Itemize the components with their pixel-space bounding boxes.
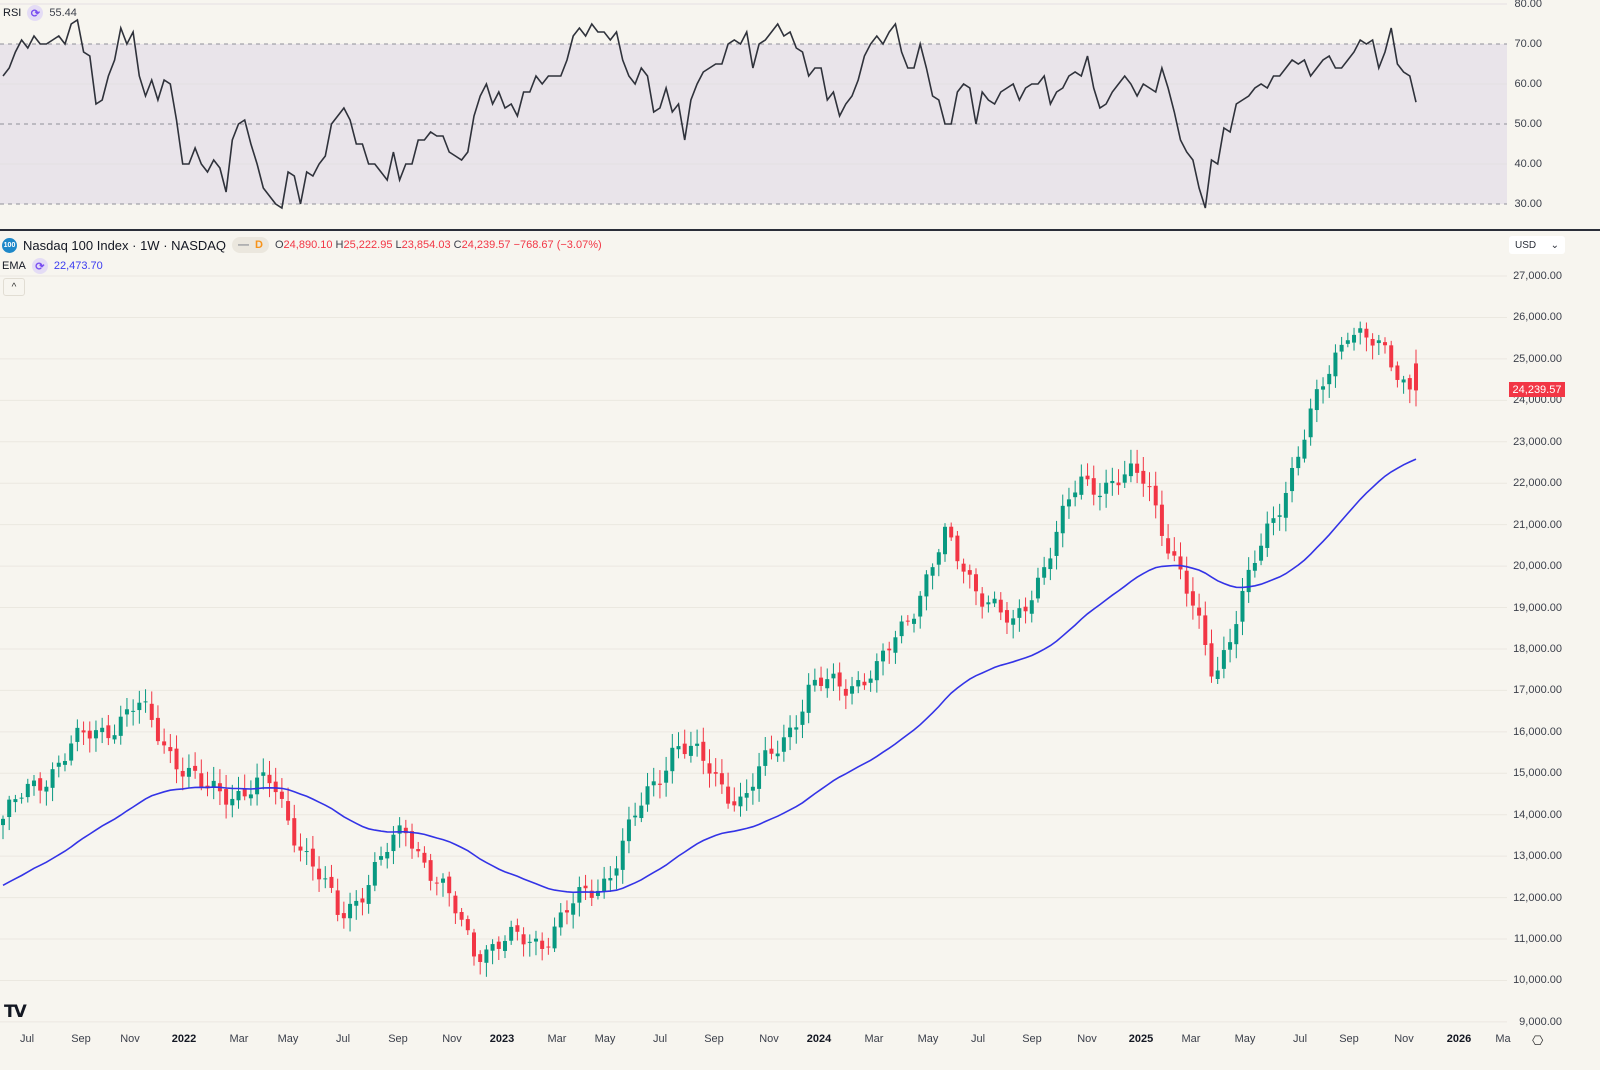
rsi-axis-label: 40.00 [1514,158,1542,170]
time-axis-label: Nov [1394,1033,1414,1045]
time-axis-label: 2024 [806,1033,832,1045]
time-axis-label: Mar [229,1033,249,1045]
time-axis-label: May [917,1033,939,1045]
ema-value: 22,473.70 [53,260,103,272]
low-value: 23,854.03 [401,239,451,251]
price-axis-label: 25,000.00 [1513,352,1562,365]
rsi-pane[interactable]: RSI ⟳ 55.44 80.00 70.00 60.00 50.00 40.00 30.… [0,0,1600,229]
price-axis-label: 20,000.00 [1513,560,1562,573]
tradingview-logo[interactable]: TV [4,1002,27,1022]
price-axis-label: 19,000.00 [1513,601,1562,614]
time-axis-label: May [277,1033,299,1045]
symbol-legend: 100 Nasdaq 100 Index · 1W · NASDAQ — D O… [2,237,602,253]
price-axis-label: 17,000.00 [1513,684,1562,697]
collapse-legend-button[interactable]: ^ [3,278,25,296]
refresh-icon[interactable]: ⟳ [27,5,44,21]
price-axis-label: 22,000.00 [1513,477,1562,490]
chevron-up-icon: ^ [11,281,17,293]
currency-select[interactable]: USD ⌄ [1509,236,1565,254]
time-axis-label: Jul [335,1033,351,1045]
rsi-axis-label: 80.00 [1514,0,1542,10]
ema-legend: EMA ⟳ 22,473.70 [2,258,103,274]
time-axis-label: Mar [1181,1033,1201,1045]
price-axis-label: 21,000.00 [1513,518,1562,531]
chevron-down-icon: ⌄ [1550,239,1559,251]
change-value: −768.67 (−3.07%) [513,239,602,251]
rsi-axis-label: 50.00 [1514,118,1542,130]
high-value: 25,222.95 [343,239,393,251]
rsi-value: 55.44 [49,7,77,19]
time-axis-label: 2022 [171,1033,197,1045]
price-axis-label: 23,000.00 [1513,435,1562,448]
time-axis-label: Jul [970,1033,986,1045]
rsi-legend: RSI ⟳ 55.44 [3,5,77,21]
time-axis-label: Jul [19,1033,35,1045]
time-axis-label: Mar [547,1033,567,1045]
settings-icon[interactable]: ⎔ [1532,1033,1544,1048]
price-axis-label: 10,000.00 [1513,974,1562,987]
time-axis-label: Sep [1339,1033,1359,1045]
open-value: 24,890.10 [283,239,333,251]
time-axis-label: Sep [71,1033,91,1045]
time-axis-label: May [1234,1033,1256,1045]
price-axis-label: 9,000.00 [1519,1015,1562,1028]
time-axis-label: 2026 [1446,1033,1472,1045]
time-axis-label: Nov [759,1033,779,1045]
close-value: 24,239.57 [461,239,511,251]
ema-label[interactable]: EMA [2,260,26,272]
data-status-pill[interactable]: — D [232,237,269,253]
time-axis-label: Mar [864,1033,884,1045]
price-axis-label: 24,000.00 [1513,394,1562,407]
price-axis-label: 12,000.00 [1513,891,1562,904]
ohlc-values: O24,890.10 H25,222.95 L23,854.03 C24,239… [274,239,602,251]
price-axis-label: 15,000.00 [1513,767,1562,780]
price-plot[interactable] [0,231,1600,1030]
time-axis-label: 2023 [489,1033,515,1045]
rsi-axis-label: 60.00 [1514,78,1542,90]
price-axis-label: 13,000.00 [1513,850,1562,863]
time-axis-label: Jul [652,1033,668,1045]
time-axis-label: Sep [704,1033,724,1045]
price-axis-label: 14,000.00 [1513,808,1562,821]
symbol-title[interactable]: Nasdaq 100 Index · 1W · NASDAQ [23,237,227,253]
time-axis-label: May [594,1033,616,1045]
time-axis-label: Sep [388,1033,408,1045]
dash-icon: — [238,239,250,251]
symbol-badge: 100 [2,237,17,253]
price-axis-label: 11,000.00 [1513,933,1562,946]
price-axis-label: 16,000.00 [1513,725,1562,738]
time-axis-label: Nov [1077,1033,1097,1045]
price-axis-label: 18,000.00 [1513,642,1562,655]
refresh-icon[interactable]: ⟳ [31,258,48,274]
delayed-badge: D [255,239,263,251]
price-axis-label: 26,000.00 [1513,311,1562,324]
price-axis-label: 27,000.00 [1513,270,1562,282]
time-axis-label: Jul [1292,1033,1308,1045]
rsi-axis-label: 30.00 [1514,198,1542,210]
time-axis-label: 2025 [1128,1033,1154,1045]
rsi-plot[interactable] [0,0,1600,229]
time-axis-label: Ma [1495,1033,1511,1045]
time-axis-label: Sep [1022,1033,1042,1045]
price-pane[interactable] [0,231,1600,1030]
rsi-axis-label: 70.00 [1514,38,1542,50]
time-axis-label: Nov [120,1033,140,1045]
rsi-label[interactable]: RSI [3,7,22,19]
pane-separator[interactable] [0,229,1600,231]
time-axis-label: Nov [442,1033,462,1045]
last-price-tag: 24,239.57 [1509,382,1565,397]
